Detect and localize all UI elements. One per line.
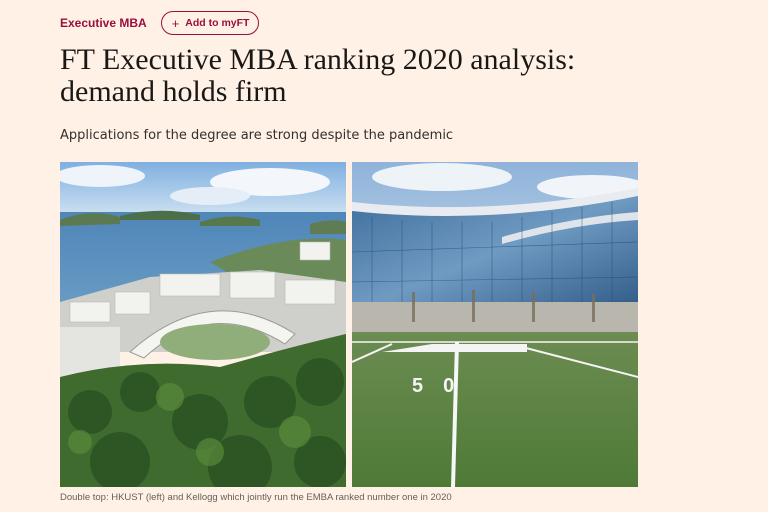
topic-row: Executive MBA + Add to myFT bbox=[60, 11, 260, 35]
headline-line-2: demand holds firm bbox=[60, 75, 287, 108]
add-to-myft-label: Add to myFT bbox=[185, 17, 250, 29]
image-caption: Double top: HKUST (left) and Kellogg whi… bbox=[60, 492, 452, 503]
article-headline: FT Executive MBA ranking 2020 analysis: … bbox=[60, 44, 700, 108]
field-yard-number: 50 bbox=[412, 375, 474, 397]
article-main-image: 50 bbox=[60, 162, 638, 487]
add-to-myft-button[interactable]: + Add to myFT bbox=[160, 11, 260, 35]
kellogg-building-photo: 50 bbox=[352, 162, 638, 487]
topic-link[interactable]: Executive MBA bbox=[60, 16, 147, 30]
hkust-campus-photo bbox=[60, 162, 346, 487]
headline-line-1: FT Executive MBA ranking 2020 analysis: bbox=[60, 43, 576, 76]
article-standfirst: Applications for the degree are strong d… bbox=[60, 128, 454, 143]
plus-icon: + bbox=[171, 15, 180, 31]
